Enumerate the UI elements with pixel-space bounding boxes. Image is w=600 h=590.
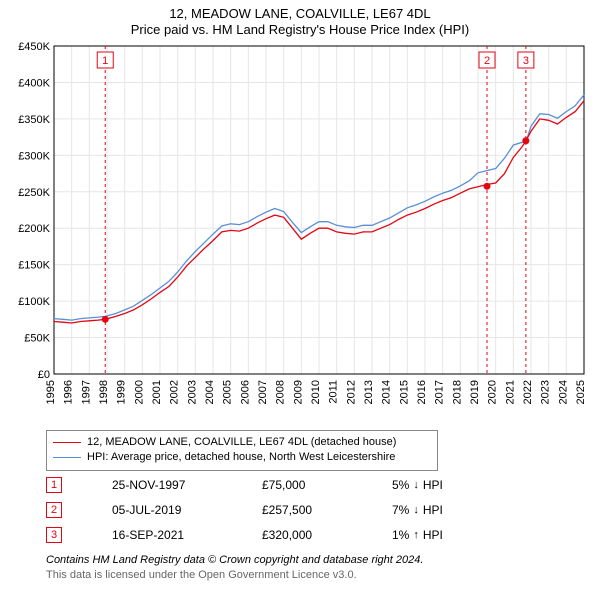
svg-text:£300K: £300K [18, 150, 50, 162]
sale-price: £320,000 [262, 528, 342, 542]
svg-text:£0: £0 [38, 369, 50, 381]
legend-swatch [53, 457, 81, 458]
svg-text:2018: 2018 [451, 380, 463, 404]
sale-badge: 3 [46, 527, 62, 543]
arrow-down-icon: ↓ [413, 479, 419, 491]
svg-text:£250K: £250K [18, 187, 50, 199]
svg-text:2003: 2003 [186, 380, 198, 404]
sale-diff-vs: HPI [423, 528, 443, 542]
sale-diff: 7% ↓ HPI [392, 503, 482, 517]
price-chart: £0 £50K £100K £150K £200K £250K £300K £350K £400… [10, 42, 590, 422]
sale-price: £257,500 [262, 503, 342, 517]
svg-text:2014: 2014 [381, 380, 393, 404]
legend: 12, MEADOW LANE, COALVILLE, LE67 4DL (de… [46, 430, 438, 471]
svg-text:2010: 2010 [310, 380, 322, 404]
legend-swatch [53, 442, 81, 443]
svg-text:1999: 1999 [116, 380, 128, 404]
sale-row: 3 16-SEP-2021 £320,000 1% ↑ HPI [46, 522, 546, 547]
svg-text:2006: 2006 [239, 380, 251, 404]
legend-label: 12, MEADOW LANE, COALVILLE, LE67 4DL (de… [87, 435, 396, 450]
svg-text:2005: 2005 [222, 380, 234, 404]
svg-text:2017: 2017 [434, 380, 446, 404]
sale-diff-vs: HPI [423, 478, 443, 492]
svg-text:2000: 2000 [133, 380, 145, 404]
svg-text:2: 2 [484, 55, 490, 67]
sale-diff-vs: HPI [423, 503, 443, 517]
svg-text:£450K: £450K [18, 42, 50, 53]
svg-text:£350K: £350K [18, 114, 50, 126]
svg-text:2025: 2025 [575, 380, 587, 404]
svg-text:2016: 2016 [416, 380, 428, 404]
svg-text:2013: 2013 [363, 380, 375, 404]
sale-date: 25-NOV-1997 [112, 478, 212, 492]
licence-line: This data is licensed under the Open Gov… [46, 568, 546, 582]
arrow-down-icon: ↓ [413, 504, 419, 516]
sale-price: £75,000 [262, 478, 342, 492]
svg-text:£400K: £400K [18, 77, 50, 89]
svg-text:£200K: £200K [18, 223, 50, 235]
legend-item: HPI: Average price, detached house, Nort… [53, 450, 431, 465]
svg-text:2022: 2022 [522, 380, 534, 404]
svg-text:2009: 2009 [292, 380, 304, 404]
chart-subtitle: Price paid vs. HM Land Registry's House … [0, 22, 600, 38]
sale-diff: 1% ↑ HPI [392, 528, 482, 542]
svg-text:2020: 2020 [487, 380, 499, 404]
sale-row: 1 25-NOV-1997 £75,000 5% ↓ HPI [46, 472, 546, 497]
attribution: Contains HM Land Registry data © Crown c… [46, 553, 546, 582]
svg-text:1996: 1996 [63, 380, 75, 404]
sale-diff-pct: 7% [392, 503, 409, 517]
sale-date: 05-JUL-2019 [112, 503, 212, 517]
svg-text:2024: 2024 [557, 380, 569, 404]
svg-text:2019: 2019 [469, 380, 481, 404]
svg-text:3: 3 [523, 55, 529, 67]
legend-item: 12, MEADOW LANE, COALVILLE, LE67 4DL (de… [53, 435, 431, 450]
chart-title: 12, MEADOW LANE, COALVILLE, LE67 4DL [0, 6, 600, 22]
arrow-up-icon: ↑ [413, 529, 419, 541]
attribution-line: Contains HM Land Registry data © Crown c… [46, 553, 546, 567]
sale-row: 2 05-JUL-2019 £257,500 7% ↓ HPI [46, 497, 546, 522]
svg-text:2008: 2008 [275, 380, 287, 404]
svg-text:2007: 2007 [257, 380, 269, 404]
svg-text:2012: 2012 [345, 380, 357, 404]
svg-text:£50K: £50K [24, 333, 50, 345]
sale-diff: 5% ↓ HPI [392, 478, 482, 492]
legend-label: HPI: Average price, detached house, Nort… [87, 450, 395, 465]
svg-text:2002: 2002 [169, 380, 181, 404]
sale-badge: 2 [46, 502, 62, 518]
svg-text:2015: 2015 [398, 380, 410, 404]
sales-table: 1 25-NOV-1997 £75,000 5% ↓ HPI 2 05-JUL-… [46, 472, 546, 547]
svg-text:2023: 2023 [540, 380, 552, 404]
svg-text:£100K: £100K [18, 296, 50, 308]
svg-text:2021: 2021 [504, 380, 516, 404]
svg-text:1995: 1995 [45, 380, 57, 404]
sale-diff-pct: 5% [392, 478, 409, 492]
svg-text:1997: 1997 [80, 380, 92, 404]
svg-text:2004: 2004 [204, 380, 216, 404]
svg-text:2011: 2011 [328, 380, 340, 404]
svg-text:1: 1 [102, 55, 108, 67]
sale-badge: 1 [46, 477, 62, 493]
svg-text:£150K: £150K [18, 260, 50, 272]
svg-text:2001: 2001 [151, 380, 163, 404]
sale-date: 16-SEP-2021 [112, 528, 212, 542]
sale-diff-pct: 1% [392, 528, 409, 542]
svg-text:1998: 1998 [98, 380, 110, 404]
